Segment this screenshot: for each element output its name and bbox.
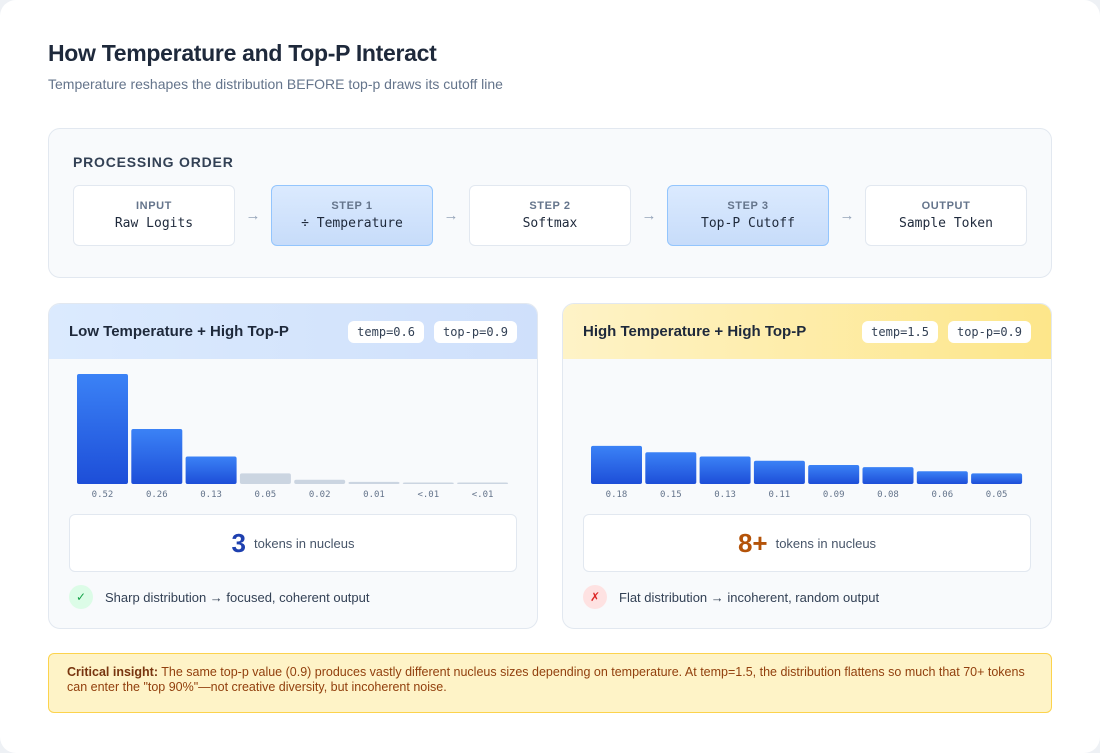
verdict-row: ✗ Flat distribution → incoherent, random…: [583, 585, 879, 609]
process-steps: INPUT Raw Logits → STEP 1 ÷ Temperature …: [73, 185, 1027, 246]
bar: [645, 452, 697, 484]
bar: [971, 473, 1023, 484]
nucleus-label: tokens in nucleus: [254, 535, 355, 551]
nucleus-count: 3: [231, 527, 246, 558]
bar-label: 0.18: [606, 490, 628, 500]
step-softmax: STEP 2 Softmax: [469, 185, 631, 246]
bar: [753, 460, 805, 484]
bar-label: 0.08: [877, 490, 899, 500]
step-name: Raw Logits: [114, 216, 194, 231]
bar-label: 0.06: [931, 490, 953, 500]
arrow-right-icon: →: [245, 207, 261, 224]
panel-title: High Temperature + High Top-P: [583, 323, 807, 340]
bar-label: 0.01: [363, 490, 385, 500]
bar: [77, 374, 128, 484]
verdict-row: ✓ Sharp distribution → focused, coherent…: [69, 585, 370, 609]
step-name: Softmax: [522, 216, 578, 231]
nucleus-box: 8+ tokens in nucleus: [583, 514, 1031, 572]
verdict-text: Flat distribution → incoherent, random o…: [619, 589, 880, 605]
insight-label: Critical insight:: [67, 665, 158, 679]
bar: [185, 456, 237, 484]
insight-text: The same top-p value (0.9) produces vast…: [67, 665, 1025, 694]
high-temp-panel: High Temperature + High Top-P temp=1.5 t…: [562, 303, 1052, 629]
step-input: INPUT Raw Logits: [73, 185, 235, 246]
nucleus-label: tokens in nucleus: [775, 535, 877, 551]
step-label: OUTPUT: [921, 200, 971, 212]
bar-label: 0.26: [146, 490, 168, 500]
critical-insight-callout: Critical insight: The same top-p value (…: [48, 653, 1052, 713]
bar-label: 0.05: [255, 490, 277, 500]
bar-label: 0.15: [660, 490, 682, 500]
bar-label: 0.11: [769, 490, 791, 500]
bar: [402, 482, 454, 484]
step-name: Top-P Cutoff: [701, 216, 795, 231]
step-temperature: STEP 1 ÷ Temperature: [271, 185, 433, 246]
processing-order-heading: PROCESSING ORDER: [73, 154, 234, 170]
bar-label: 0.52: [92, 490, 114, 500]
nucleus-box: 3 tokens in nucleus: [69, 514, 517, 572]
verdict-text: Sharp distribution → focused, coherent o…: [105, 589, 370, 605]
arrow-right-icon: →: [641, 207, 657, 224]
cross-icon: ✗: [583, 585, 607, 609]
step-label: STEP 2: [529, 200, 571, 212]
top-p-pill: top-p=0.9: [947, 320, 1031, 343]
page-title: How Temperature and Top-P Interact: [48, 40, 437, 66]
temp-pill: temp=0.6: [348, 320, 424, 343]
processing-order-box: PROCESSING ORDER INPUT Raw Logits → STEP…: [48, 128, 1052, 278]
panel-title: Low Temperature + High Top-P: [69, 323, 289, 340]
check-icon: ✓: [69, 585, 93, 609]
step-output: OUTPUT Sample Token: [865, 185, 1027, 246]
panel-header: Low Temperature + High Top-P temp=0.6 to…: [49, 304, 537, 359]
bar: [457, 482, 509, 484]
top-p-pill: top-p=0.9: [433, 320, 517, 343]
bar-label: 0.09: [823, 490, 845, 500]
step-label: INPUT: [136, 200, 172, 212]
bar-label: 0.13: [200, 490, 222, 500]
step-top-p-cutoff: STEP 3 Top-P Cutoff: [667, 185, 829, 246]
step-label: STEP 3: [727, 200, 769, 212]
probability-chart-high-temp: 0.18 0.15 0.13 0.11 0.09 0.08 0.06 0.05: [591, 445, 1023, 500]
arrow-right-icon: →: [443, 207, 459, 224]
bar-label: 0.13: [714, 490, 736, 500]
bar: [239, 473, 291, 484]
low-temp-panel: Low Temperature + High Top-P temp=0.6 to…: [48, 303, 538, 629]
bar: [294, 479, 346, 484]
bar: [591, 445, 642, 484]
arrow-right-icon: →: [839, 207, 855, 224]
bar-label: 0.05: [986, 490, 1008, 500]
bar: [131, 429, 183, 484]
temp-pill: temp=1.5: [862, 320, 938, 343]
step-name: Sample Token: [899, 216, 993, 231]
step-name: ÷ Temperature: [301, 216, 403, 231]
bar-label: <.01: [472, 490, 494, 500]
bar-label: 0.02: [309, 490, 331, 500]
nucleus-count: 8+: [737, 527, 768, 558]
bar: [862, 467, 914, 484]
panel-header: High Temperature + High Top-P temp=1.5 t…: [563, 304, 1051, 359]
bar: [699, 456, 751, 484]
probability-chart-low-temp: 0.52 0.26 0.13 0.05 0.02 0.01 <.01 <.01: [77, 374, 509, 500]
step-label: STEP 1: [331, 200, 373, 212]
bar-label: <.01: [417, 490, 439, 500]
bar: [348, 481, 400, 484]
page-subtitle: Temperature reshapes the distribution BE…: [48, 76, 503, 92]
bar: [916, 471, 968, 484]
bar: [808, 465, 860, 484]
